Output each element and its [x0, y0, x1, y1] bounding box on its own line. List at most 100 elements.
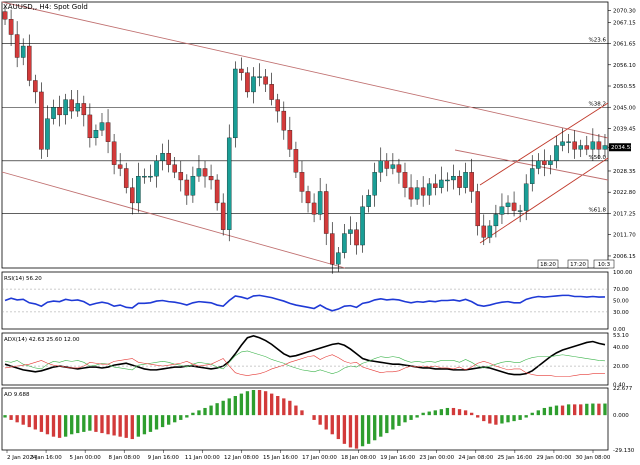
candle[interactable] [493, 204, 499, 238]
candle[interactable] [81, 95, 87, 127]
candle[interactable] [596, 134, 602, 159]
candle[interactable] [517, 204, 523, 223]
candle[interactable] [148, 164, 153, 182]
candle[interactable] [420, 176, 426, 207]
candle[interactable] [33, 74, 38, 104]
candle[interactable] [75, 90, 81, 117]
candle[interactable] [263, 68, 268, 92]
candle[interactable] [99, 112, 105, 136]
candle[interactable] [481, 214, 487, 246]
candle[interactable] [390, 153, 396, 175]
candle[interactable] [457, 170, 462, 196]
candle[interactable] [178, 160, 184, 192]
candle[interactable] [269, 72, 274, 106]
candle[interactable] [208, 164, 214, 190]
candle[interactable] [184, 174, 190, 205]
candle[interactable] [26, 34, 32, 87]
candle[interactable] [251, 67, 256, 104]
candle[interactable] [160, 143, 165, 171]
candle[interactable] [578, 139, 584, 158]
candle[interactable] [8, 9, 14, 47]
candle[interactable] [257, 63, 262, 87]
candle[interactable] [93, 124, 99, 146]
candles[interactable] [2, 5, 608, 274]
candle[interactable] [275, 93, 281, 123]
candle[interactable] [63, 93, 68, 125]
candle[interactable] [384, 153, 390, 177]
candle[interactable] [39, 82, 44, 159]
candle[interactable] [542, 149, 547, 177]
candle[interactable] [548, 155, 553, 175]
candle[interactable] [336, 246, 341, 272]
candle[interactable] [348, 216, 353, 246]
candle[interactable] [142, 168, 147, 184]
candle[interactable] [287, 116, 293, 158]
candle[interactable] [602, 134, 608, 158]
candle[interactable] [323, 183, 329, 246]
candle[interactable] [366, 189, 371, 213]
candle[interactable] [130, 178, 135, 215]
candle[interactable] [299, 160, 305, 203]
candle[interactable] [439, 166, 444, 194]
candle[interactable] [317, 178, 323, 221]
candle[interactable] [342, 223, 347, 259]
candle[interactable] [414, 179, 420, 205]
candle[interactable] [202, 160, 208, 188]
candle[interactable] [226, 124, 232, 242]
candle[interactable] [523, 174, 529, 221]
candle[interactable] [354, 222, 359, 255]
candle[interactable] [166, 139, 171, 173]
candle[interactable] [87, 103, 93, 148]
candle[interactable] [475, 183, 480, 236]
candle[interactable] [105, 109, 111, 154]
candle[interactable] [536, 153, 541, 175]
candle[interactable] [233, 61, 238, 148]
candle[interactable] [426, 178, 432, 205]
candle[interactable] [433, 174, 438, 196]
candle[interactable] [281, 101, 287, 140]
candle[interactable] [311, 193, 317, 223]
candle[interactable] [590, 128, 596, 161]
candle[interactable] [499, 193, 505, 224]
candle[interactable] [505, 195, 511, 215]
candle[interactable] [190, 166, 196, 203]
candle[interactable] [554, 135, 559, 169]
candle[interactable] [566, 134, 571, 154]
candle[interactable] [154, 155, 159, 188]
candle[interactable] [172, 157, 177, 179]
candle[interactable] [469, 158, 474, 203]
candle[interactable] [239, 57, 244, 81]
candle[interactable] [402, 162, 408, 198]
candle[interactable] [408, 174, 414, 207]
candle[interactable] [123, 162, 129, 194]
candle[interactable] [511, 191, 517, 217]
candle[interactable] [245, 67, 250, 98]
candle[interactable] [220, 193, 226, 236]
candle[interactable] [45, 105, 50, 158]
candle[interactable] [2, 5, 8, 25]
candle[interactable] [196, 155, 202, 182]
candle[interactable] [529, 155, 535, 192]
candle[interactable] [117, 153, 123, 177]
candle[interactable] [51, 99, 56, 125]
candle[interactable] [463, 162, 468, 194]
candle[interactable] [378, 147, 384, 182]
candle[interactable] [360, 195, 365, 253]
candle[interactable] [572, 130, 577, 159]
candle[interactable] [487, 220, 493, 244]
candle[interactable] [57, 95, 62, 127]
candle[interactable] [136, 162, 141, 213]
candle[interactable] [451, 164, 456, 190]
candle[interactable] [305, 185, 311, 213]
candle[interactable] [396, 158, 402, 184]
candle[interactable] [69, 90, 74, 119]
candle[interactable] [584, 135, 590, 156]
candle[interactable] [111, 134, 117, 175]
candle[interactable] [329, 222, 335, 274]
candle[interactable] [445, 172, 450, 192]
candle[interactable] [20, 38, 26, 66]
candle[interactable] [214, 174, 220, 211]
candle[interactable] [372, 162, 377, 207]
candle[interactable] [293, 141, 299, 179]
